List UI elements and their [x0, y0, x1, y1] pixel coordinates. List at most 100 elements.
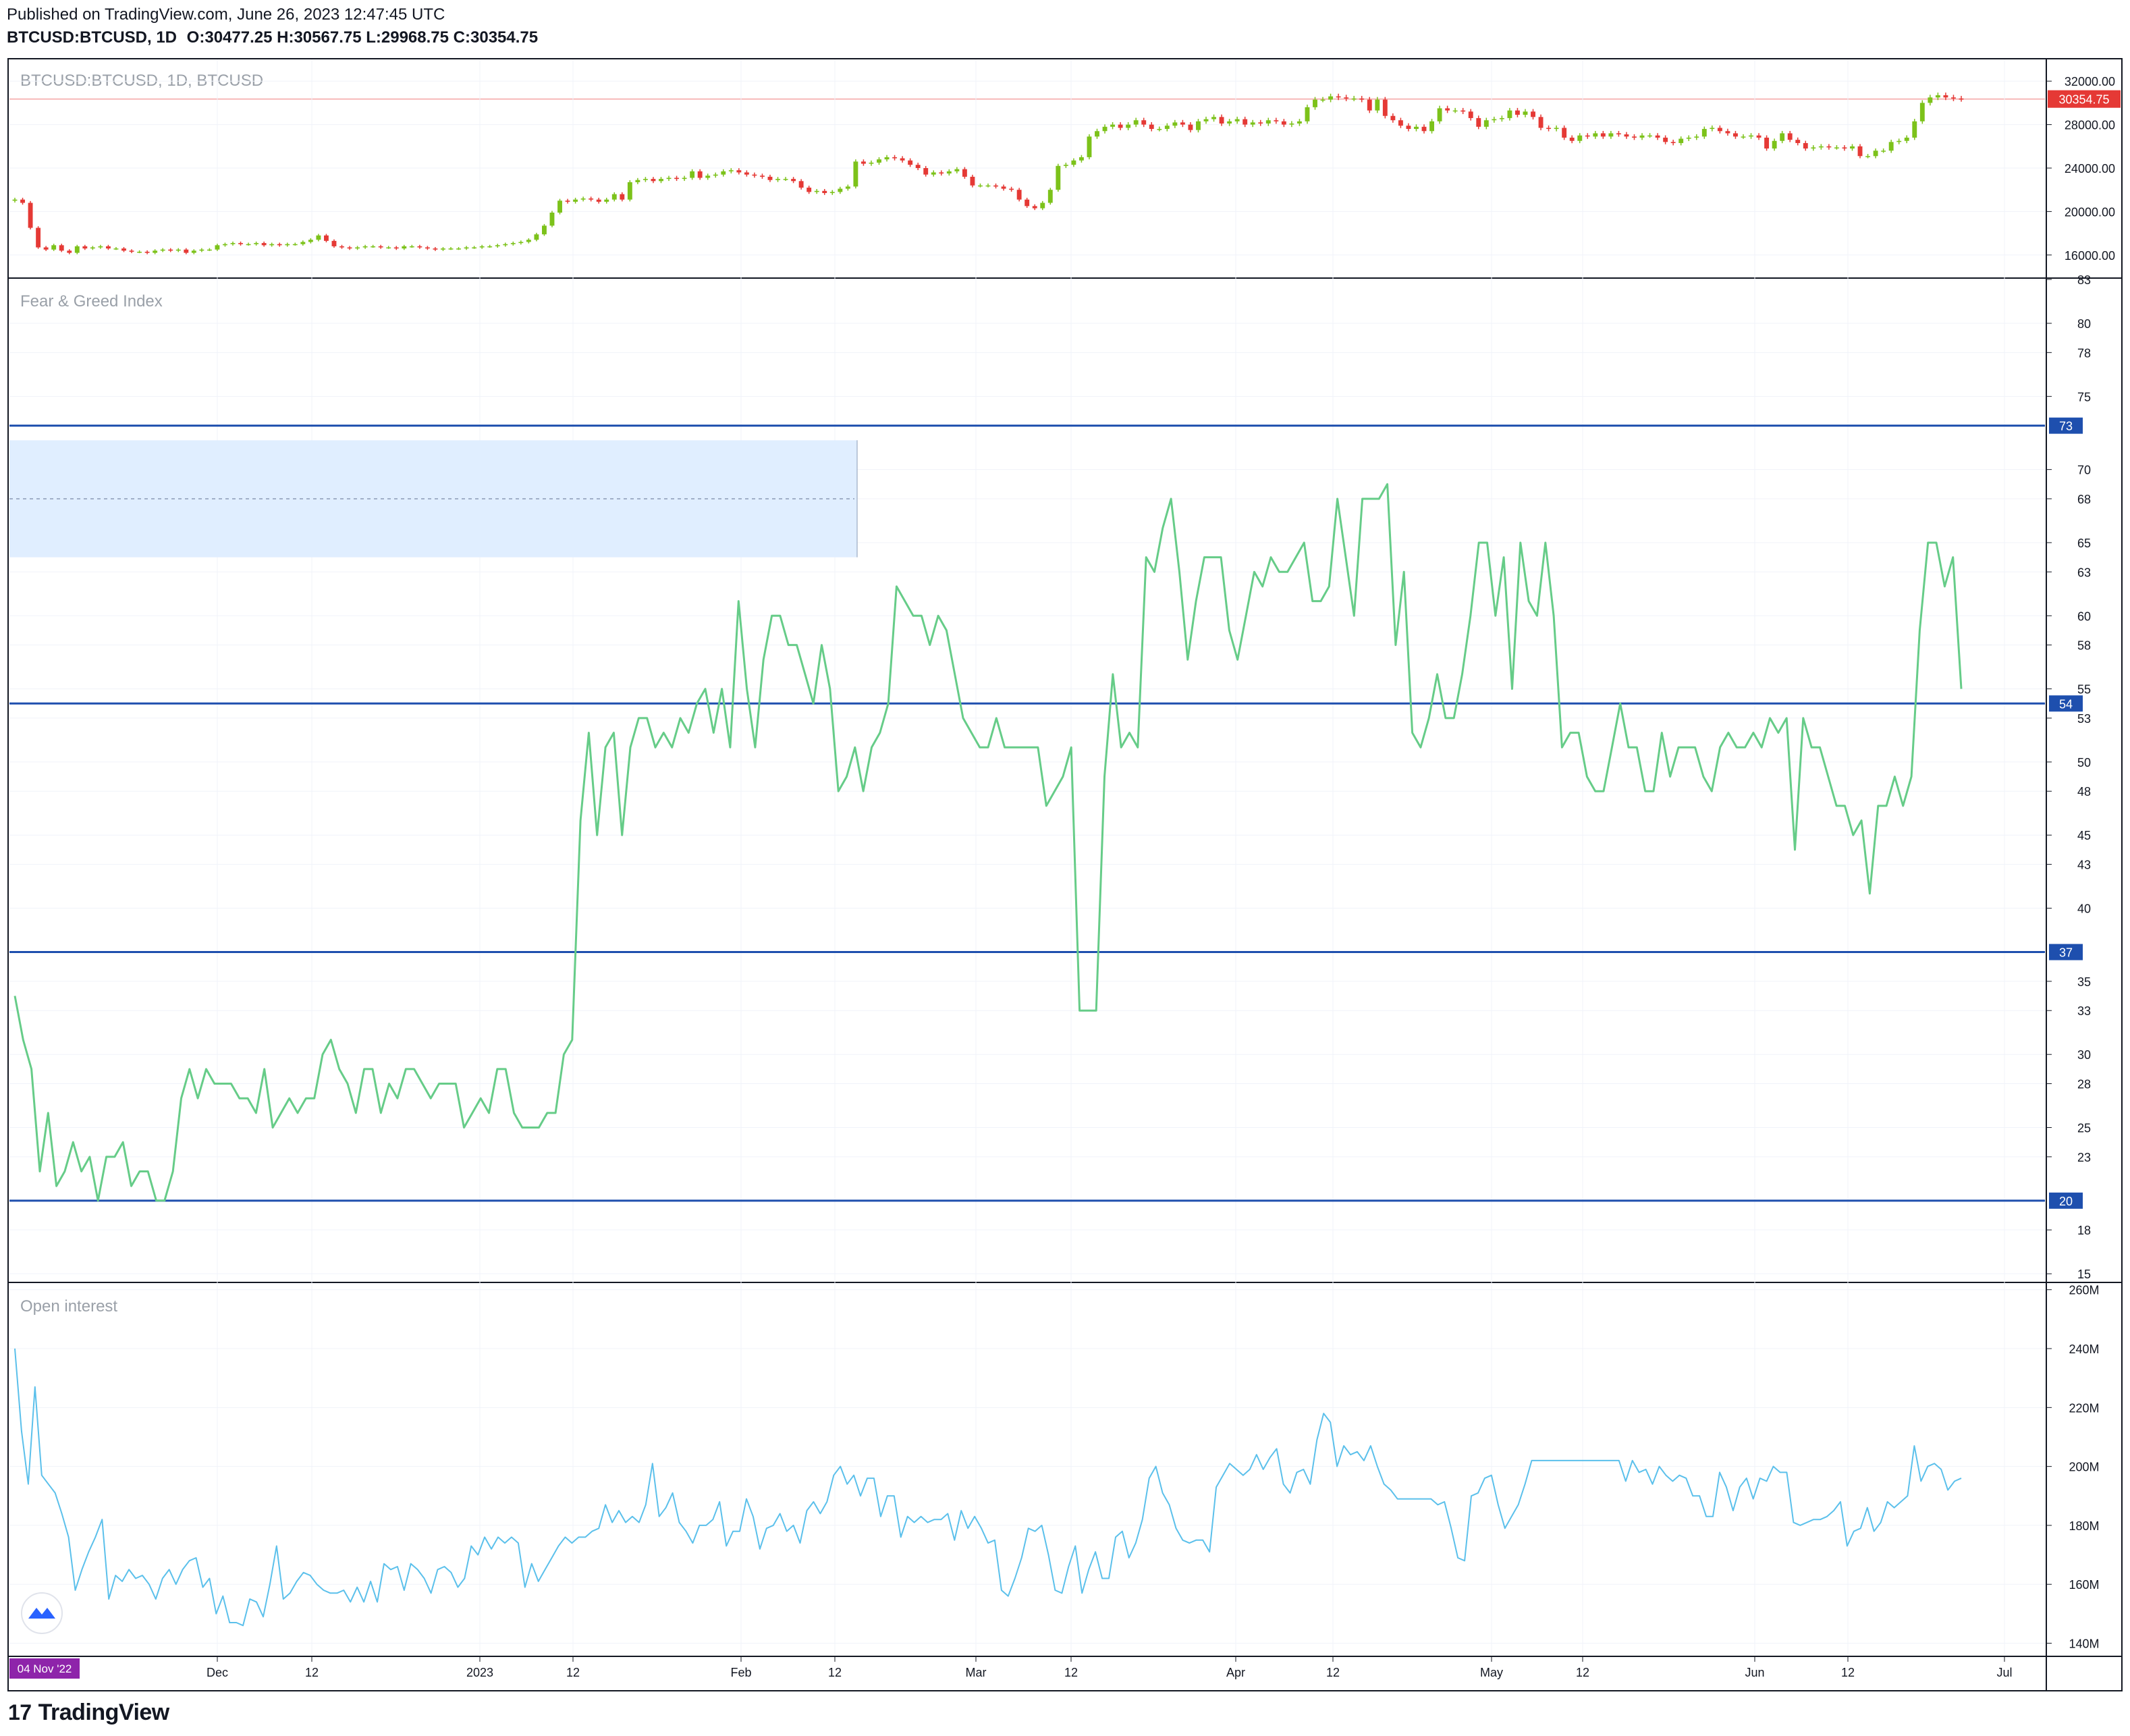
candle-body [144, 251, 150, 253]
high-value: 30567.75 [294, 28, 362, 47]
candle-body [1157, 129, 1162, 130]
candle-body [1375, 99, 1380, 111]
candle-body [1390, 115, 1396, 121]
candle-body [1663, 137, 1668, 142]
fng-highlight-zone [9, 440, 858, 558]
candle-body [1313, 99, 1317, 107]
candle-body [355, 247, 360, 249]
fng-level-lines [9, 425, 2045, 1202]
candle-body [1943, 95, 1948, 98]
time-axis-label: Dec [207, 1666, 228, 1679]
footer-brand-text: TradingView [38, 1700, 170, 1725]
candle-body [1133, 120, 1139, 125]
candle-body [1834, 147, 1839, 148]
candle-body [1445, 108, 1450, 111]
candle-body [1928, 97, 1933, 103]
fng-axis-tick-label: 18 [2077, 1224, 2091, 1237]
candle-body [1857, 146, 1863, 157]
candle-body [1234, 119, 1240, 121]
low-label: L: [366, 28, 381, 47]
time-axis: Dec 12 2023 12 Feb 12 Mar 12 Apr 12 May 12 Jun 12 Jul 0… [9, 1656, 2013, 1679]
price-grid [9, 59, 2045, 1655]
candle-body [970, 176, 975, 186]
candle-body [1818, 146, 1824, 148]
fng-level-label: 54 [2059, 697, 2073, 711]
candle-body [74, 246, 80, 253]
time-axis-label: Jul [1996, 1666, 2012, 1679]
oi-series [14, 1348, 1962, 1627]
fng-axis-tick-label: 25 [2077, 1122, 2091, 1135]
logo-circle [21, 1592, 63, 1634]
candle-body [59, 245, 64, 251]
fng-axis-tick-label: 68 [2077, 493, 2091, 506]
candle-body [611, 194, 617, 200]
candle-body [1016, 190, 1022, 200]
time-cursor-label: 04 Nov '22 [18, 1662, 72, 1675]
price-scale-frame [2046, 58, 2123, 1691]
candle-body [565, 200, 570, 202]
price-axis: 16000.00 20000.00 24000.00 28000.00 32000.00… [2046, 75, 2121, 263]
candle-body [915, 165, 921, 168]
candle-body [1437, 108, 1442, 121]
price-axis-tick-label: 24000.00 [2065, 162, 2115, 175]
tv-logo-badge[interactable] [21, 1592, 63, 1634]
candle-body [1865, 156, 1871, 157]
candle-body [1896, 140, 1902, 142]
candle-body [362, 246, 368, 248]
candle-body [28, 202, 33, 228]
oi-axis-tick-label: 220M [2069, 1401, 2099, 1415]
candle-body [596, 199, 601, 202]
fng-series [13, 483, 1963, 1202]
candle-body [1538, 117, 1544, 128]
fng-axis-tick-label: 60 [2077, 609, 2091, 623]
candle-body [1274, 120, 1279, 121]
candle-body [393, 247, 399, 249]
candle-body [1141, 120, 1147, 125]
fng-axis-tick-label: 58 [2077, 639, 2091, 653]
candle-body [1531, 111, 1535, 117]
candle-body [121, 248, 126, 251]
candle-body [1102, 126, 1108, 132]
candle-body [67, 250, 72, 253]
candle-body [838, 188, 843, 192]
candle-body [946, 171, 952, 174]
candle-body [199, 249, 204, 251]
ohlc-line: BTCUSD:BTCUSD, 1D O:30477.25 H:30567.75 … [7, 28, 538, 47]
candle-body [542, 225, 547, 235]
candle-body [884, 157, 890, 160]
fng-axis-tick-label: 50 [2077, 756, 2091, 769]
candle-body [845, 186, 850, 189]
fng-level-badge [2049, 1192, 2083, 1209]
candle-body [1406, 126, 1411, 130]
candle-body [137, 251, 142, 253]
candle-body [1468, 111, 1473, 118]
fng-axis-tick-label: 48 [2077, 785, 2091, 798]
candle-body [1227, 121, 1232, 124]
candle-body [908, 160, 913, 165]
fng-axis-tick-label: 65 [2077, 537, 2091, 550]
candle-body [580, 198, 586, 200]
candle-body [1196, 121, 1201, 130]
time-axis-label: Jun [1745, 1666, 1764, 1679]
candle-body [1483, 120, 1489, 127]
candle-body [814, 190, 819, 192]
candle-body [1624, 134, 1629, 137]
candle-body [923, 168, 929, 175]
open-label: O: [186, 28, 205, 47]
candle-body [1087, 136, 1092, 157]
candle-body [760, 175, 765, 177]
candle-body [1710, 128, 1715, 130]
candle-body [456, 248, 461, 250]
candle-body [798, 181, 804, 188]
candle-body [1071, 160, 1076, 165]
candle-body [1515, 110, 1520, 115]
candle-body [292, 244, 298, 246]
candle-body [1258, 122, 1263, 124]
candle-body [441, 248, 445, 250]
candle-body [775, 179, 780, 180]
oi-axis-tick-label: 180M [2069, 1519, 2099, 1533]
candle-body [1803, 142, 1808, 149]
candle-body [822, 190, 827, 194]
candle-body [1507, 110, 1512, 118]
